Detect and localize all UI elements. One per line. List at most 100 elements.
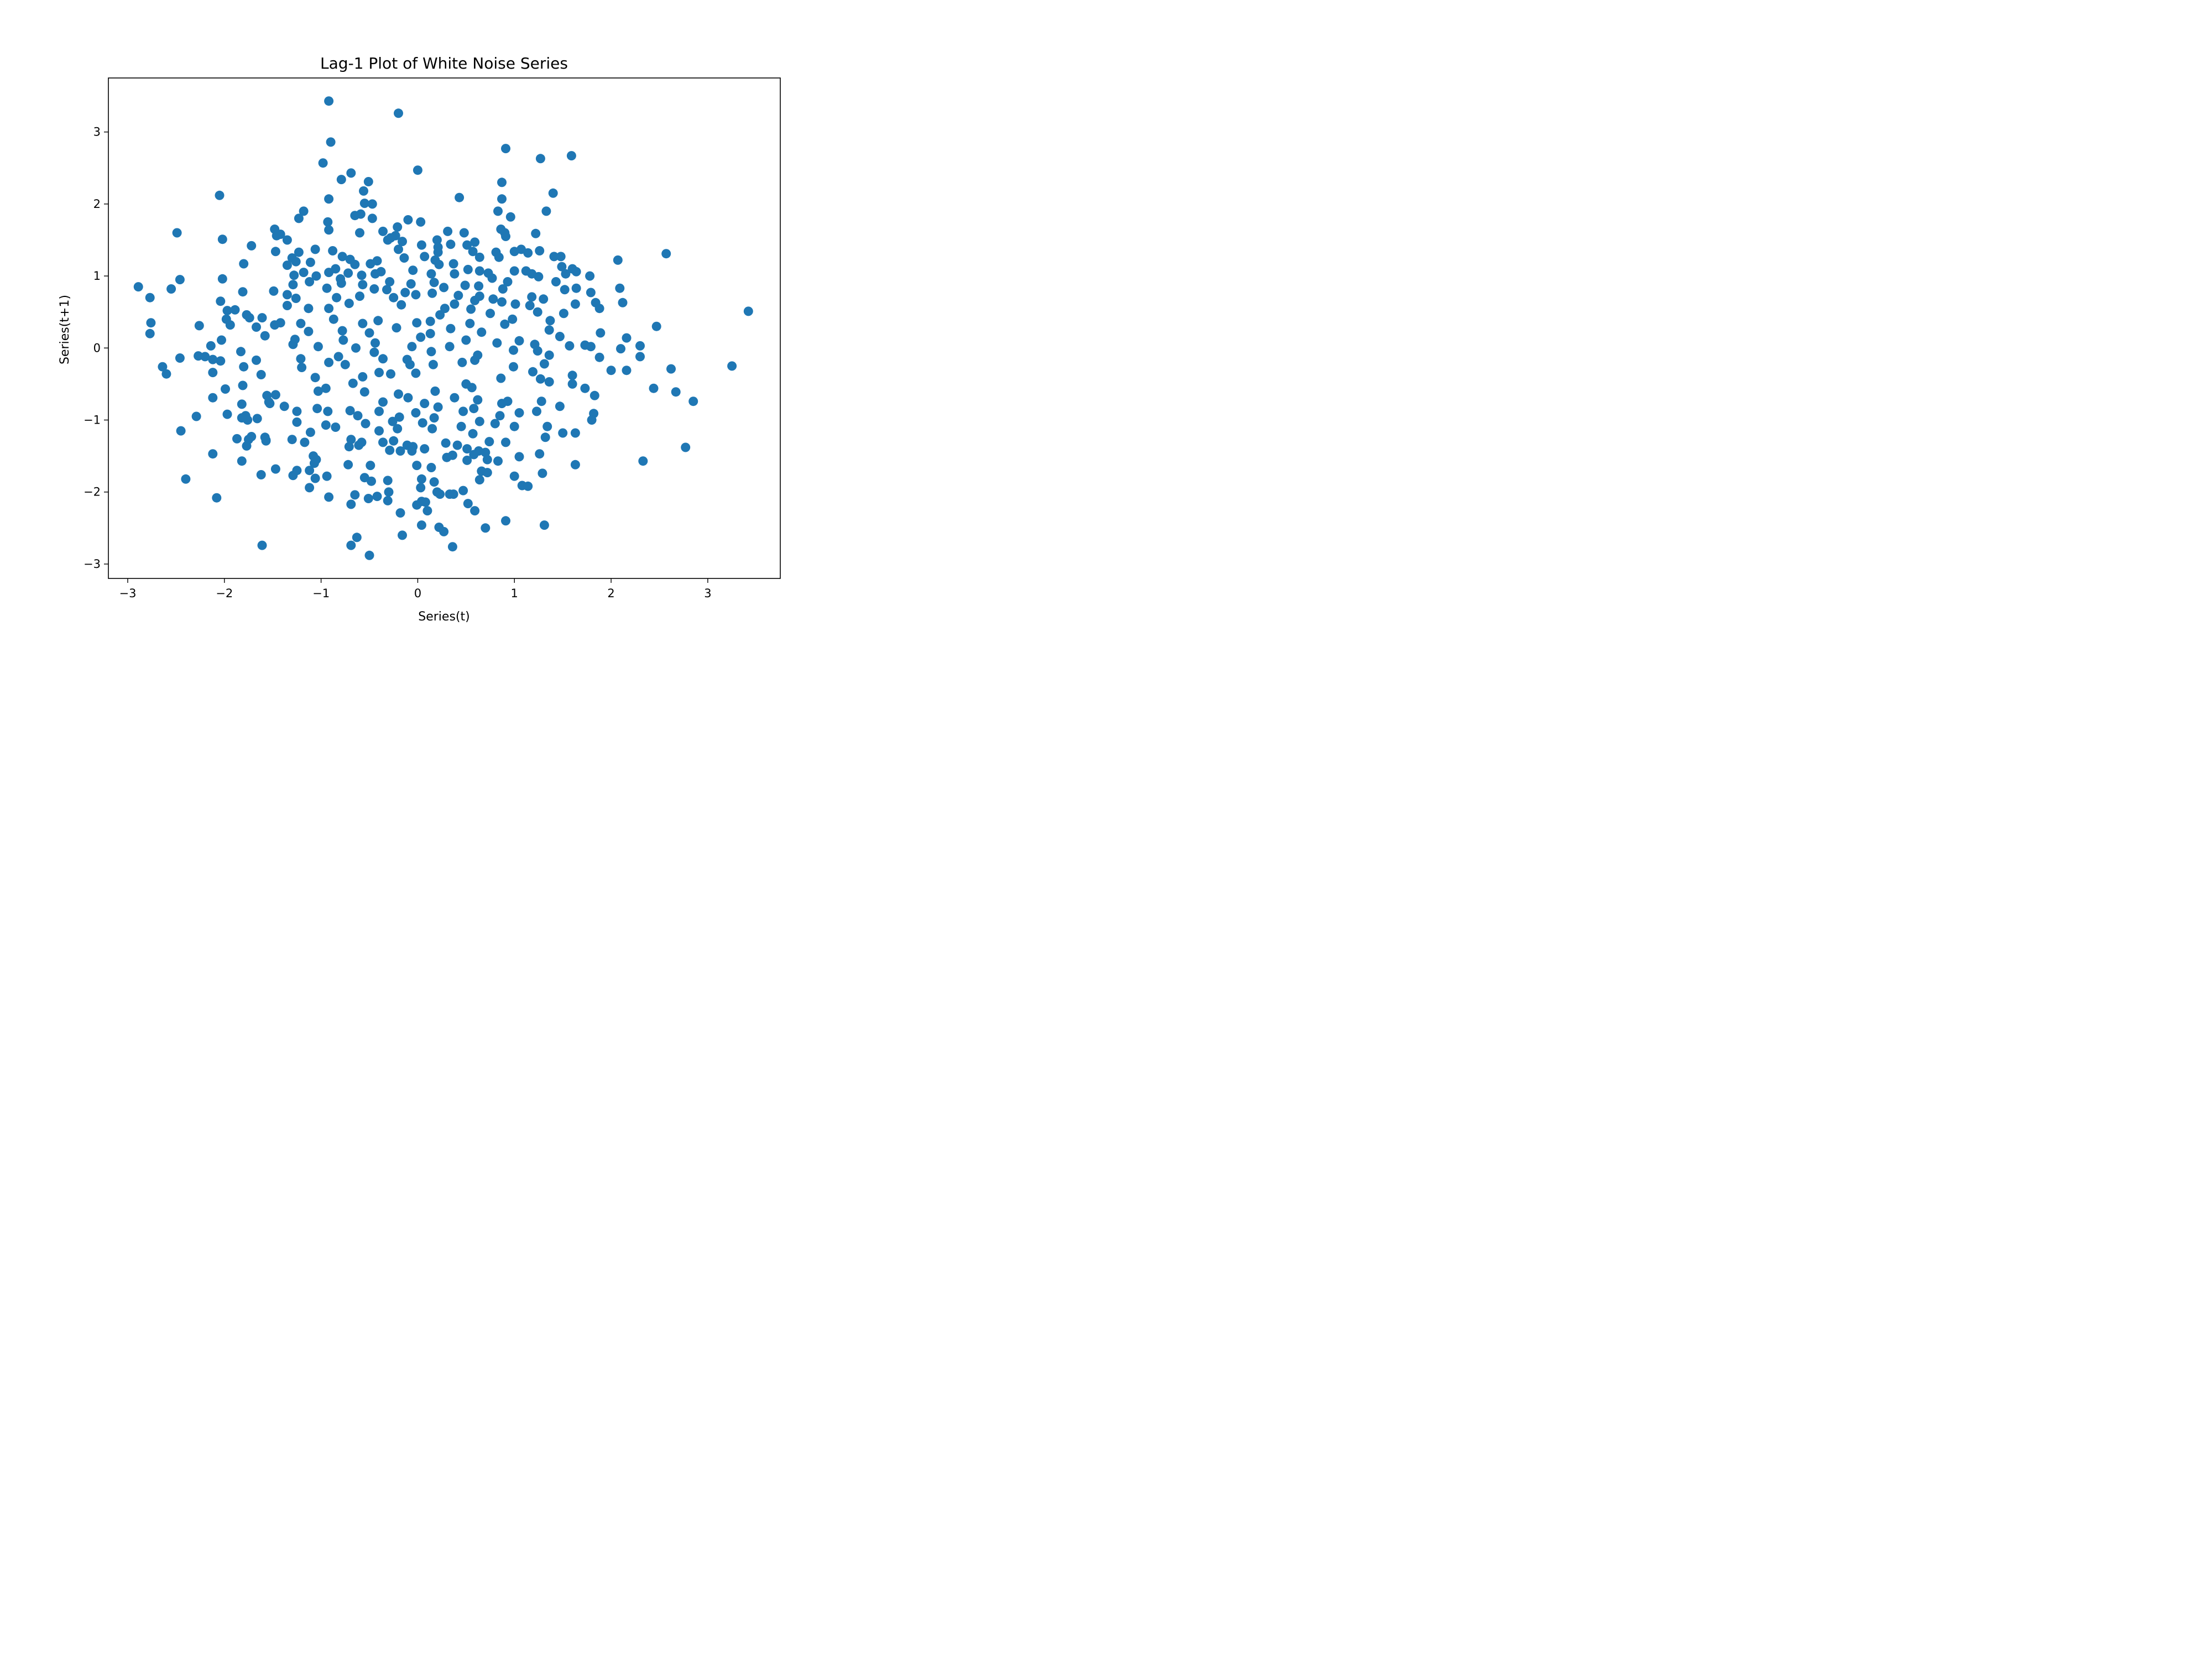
- data-point: [461, 335, 471, 345]
- data-point: [371, 338, 380, 348]
- data-point: [247, 241, 257, 251]
- data-point: [548, 188, 558, 198]
- data-point: [257, 313, 267, 323]
- data-point: [238, 287, 248, 297]
- data-point: [343, 268, 353, 278]
- data-point: [181, 474, 191, 484]
- data-point: [509, 266, 519, 276]
- data-point: [392, 323, 401, 333]
- data-point: [350, 259, 360, 269]
- data-point: [523, 481, 533, 491]
- data-point: [244, 313, 254, 323]
- data-point: [435, 310, 445, 320]
- data-point: [407, 446, 417, 456]
- y-tick-label: 0: [93, 341, 101, 354]
- data-point: [393, 424, 403, 434]
- data-point: [416, 240, 426, 250]
- data-point: [386, 369, 395, 379]
- data-point: [383, 235, 393, 245]
- data-point: [346, 168, 356, 178]
- data-point: [434, 259, 444, 269]
- data-point: [359, 186, 368, 196]
- data-point: [535, 449, 545, 459]
- data-point: [481, 447, 491, 457]
- data-point: [239, 362, 249, 372]
- data-point: [337, 326, 347, 336]
- data-point: [551, 277, 561, 286]
- data-point: [328, 246, 338, 255]
- data-point: [279, 401, 289, 411]
- data-point: [557, 262, 567, 272]
- data-point: [494, 252, 504, 262]
- data-point: [321, 420, 331, 430]
- data-point: [272, 231, 281, 241]
- data-point: [324, 268, 334, 278]
- data-point: [382, 285, 392, 295]
- data-point: [297, 363, 307, 372]
- data-point: [222, 409, 232, 419]
- data-point: [287, 435, 297, 445]
- data-point: [411, 290, 421, 300]
- data-point: [243, 415, 253, 425]
- data-point: [176, 426, 186, 436]
- data-point: [363, 494, 373, 503]
- data-point: [323, 217, 333, 227]
- data-point: [446, 239, 456, 249]
- data-point: [292, 417, 302, 427]
- data-point: [175, 353, 185, 363]
- data-point: [346, 540, 356, 550]
- data-point: [374, 368, 384, 378]
- data-point: [535, 246, 545, 255]
- data-point: [416, 332, 426, 342]
- data-point: [474, 416, 484, 426]
- data-point: [299, 268, 309, 278]
- data-point: [282, 290, 292, 300]
- data-point: [324, 194, 334, 204]
- data-point: [282, 301, 292, 310]
- data-point: [305, 257, 315, 267]
- data-point: [486, 309, 495, 319]
- data-point: [311, 271, 321, 281]
- data-point: [191, 411, 201, 421]
- data-point: [367, 199, 377, 209]
- data-point: [270, 320, 280, 330]
- data-point: [458, 486, 468, 495]
- data-point: [447, 542, 457, 552]
- data-point: [443, 226, 453, 236]
- y-tick-label: −1: [84, 414, 101, 427]
- data-point: [305, 427, 315, 437]
- data-point: [260, 331, 270, 341]
- data-point: [561, 269, 571, 279]
- data-point: [441, 438, 451, 448]
- data-point: [394, 244, 403, 254]
- data-point: [331, 422, 341, 432]
- data-point: [366, 461, 375, 471]
- data-point: [237, 399, 247, 409]
- data-point: [501, 516, 510, 526]
- data-point: [366, 259, 375, 269]
- data-point: [289, 270, 299, 280]
- data-point: [172, 228, 182, 238]
- data-point: [304, 304, 314, 314]
- data-point: [688, 397, 698, 406]
- data-point: [498, 284, 508, 294]
- data-point: [237, 456, 247, 466]
- data-point: [638, 456, 648, 466]
- data-point: [257, 540, 267, 550]
- data-point: [324, 304, 334, 314]
- data-point: [560, 285, 570, 295]
- data-point: [416, 483, 426, 493]
- data-point: [474, 266, 484, 276]
- data-point: [340, 359, 350, 369]
- data-point: [416, 474, 426, 484]
- data-point: [468, 429, 478, 439]
- data-point: [450, 269, 460, 279]
- data-point: [535, 374, 545, 384]
- data-point: [440, 304, 450, 314]
- data-point: [501, 437, 510, 447]
- data-point: [378, 437, 388, 447]
- data-point: [477, 327, 487, 337]
- data-point: [345, 406, 355, 416]
- data-point: [322, 471, 332, 481]
- data-point: [509, 362, 518, 372]
